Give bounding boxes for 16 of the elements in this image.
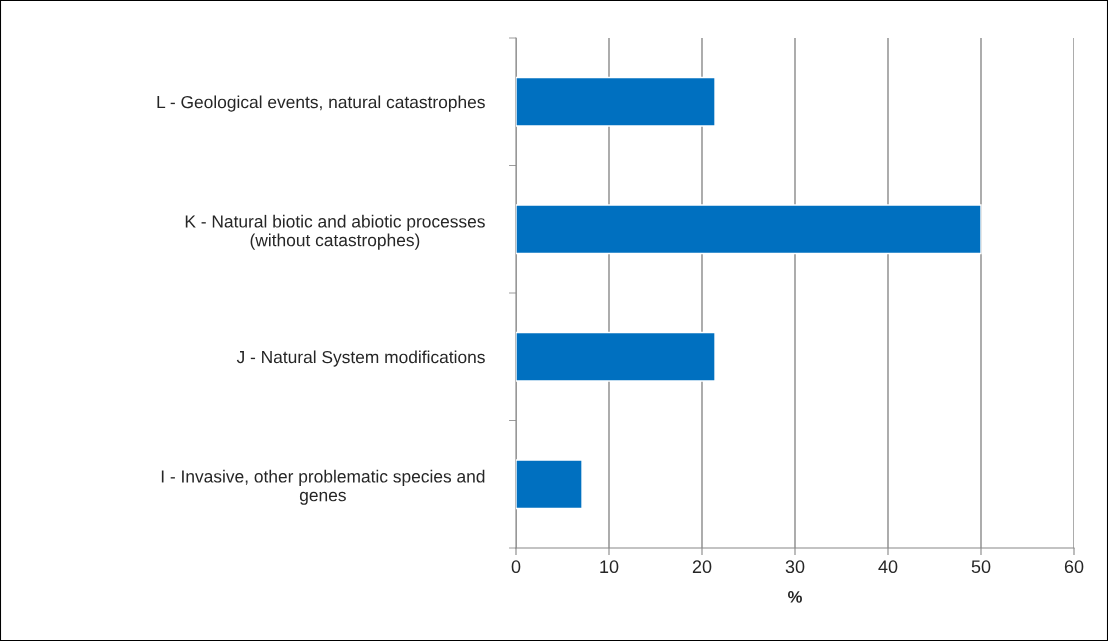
- x-tick-label: 30: [785, 560, 805, 574]
- y-tick-label: I - Invasive, other problematic species and genes: [161, 469, 485, 505]
- bar: [516, 76, 716, 127]
- bar: [516, 331, 716, 382]
- y-tick-label: L - Geological events, natural catastrophes: [157, 95, 485, 112]
- y-tick-label: J - Natural System modifications: [236, 350, 485, 367]
- bar: [516, 459, 583, 510]
- x-tick-label: 0: [511, 560, 521, 574]
- x-tick-label: 40: [878, 560, 898, 574]
- x-tick-label: 60: [1064, 560, 1084, 574]
- bar: [516, 204, 982, 255]
- y-tick-label: K - Natural biotic and abiotic processes (without catastrophes): [185, 214, 485, 250]
- x-tick-label: 50: [971, 560, 991, 574]
- x-tick-label: 10: [600, 560, 619, 574]
- x-axis-title: %: [788, 591, 802, 603]
- x-tick-label: 20: [692, 560, 712, 574]
